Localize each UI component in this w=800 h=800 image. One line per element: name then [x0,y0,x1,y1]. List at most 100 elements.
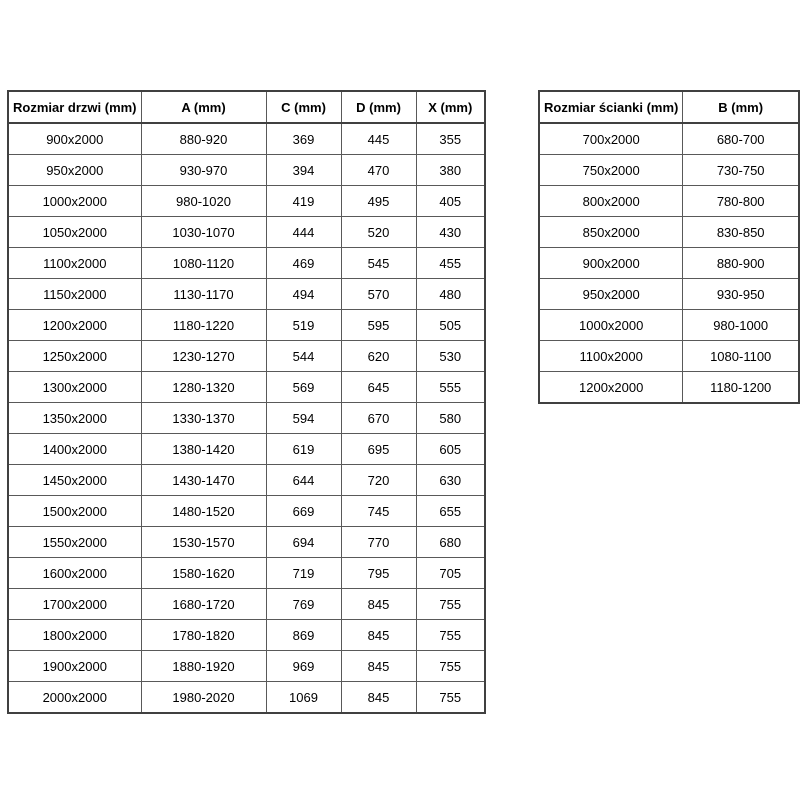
column-header: Rozmiar drzwi (mm) [7,90,142,124]
table-row: 1450x2000 1430-1470 644 720 630 [7,464,486,496]
table-cell: 755 [415,650,486,682]
table-cell: 1600x2000 [7,557,142,589]
table-cell: 850x2000 [538,216,684,248]
table-cell: 445 [340,122,417,155]
header-row: Rozmiar ścianki (mm) B (mm) [538,90,800,124]
table-cell: 930-950 [682,278,800,310]
table-cell: 730-750 [682,154,800,186]
table-cell: 1130-1170 [140,278,267,310]
table-cell: 470 [340,154,417,186]
table-cell: 930-970 [140,154,267,186]
table-cell: 419 [265,185,342,217]
table-cell: 1700x2000 [7,588,142,620]
table-cell: 880-920 [140,122,267,155]
table-cell: 520 [340,216,417,248]
wall-sizes-table-header: Rozmiar ścianki (mm) B (mm) [538,90,800,124]
table-cell: 1480-1520 [140,495,267,527]
table-cell: 1250x2000 [7,340,142,372]
table-cell: 770 [340,526,417,558]
table-cell: 555 [415,371,486,403]
table-cell: 980-1000 [682,309,800,341]
table-cell: 669 [265,495,342,527]
table-cell: 845 [340,650,417,682]
table-row: 1600x2000 1580-1620 719 795 705 [7,557,486,589]
table-cell: 745 [340,495,417,527]
table-cell: 1550x2000 [7,526,142,558]
table-cell: 830-850 [682,216,800,248]
table-cell: 394 [265,154,342,186]
table-cell: 780-800 [682,185,800,217]
table-row: 1300x2000 1280-1320 569 645 555 [7,371,486,403]
table-cell: 644 [265,464,342,496]
table-cell: 655 [415,495,486,527]
table-cell: 1100x2000 [7,247,142,279]
table-cell: 700x2000 [538,122,684,155]
table-cell: 505 [415,309,486,341]
table-row: 1100x2000 1080-1120 469 545 455 [7,247,486,279]
table-cell: 680-700 [682,122,800,155]
table-cell: 595 [340,309,417,341]
table-cell: 569 [265,371,342,403]
table-cell: 969 [265,650,342,682]
table-cell: 455 [415,247,486,279]
table-cell: 1180-1200 [682,371,800,404]
table-cell: 755 [415,588,486,620]
column-header: C (mm) [265,90,342,124]
table-cell: 480 [415,278,486,310]
table-cell: 1000x2000 [538,309,684,341]
table-cell: 1680-1720 [140,588,267,620]
table-cell: 580 [415,402,486,434]
column-header: Rozmiar ścianki (mm) [538,90,684,124]
table-cell: 1200x2000 [7,309,142,341]
table-cell: 405 [415,185,486,217]
table-cell: 1380-1420 [140,433,267,465]
table-row: 750x2000 730-750 [538,154,800,186]
column-header: D (mm) [340,90,417,124]
column-header: A (mm) [140,90,267,124]
table-cell: 1880-1920 [140,650,267,682]
table-cell: 1580-1620 [140,557,267,589]
table-cell: 719 [265,557,342,589]
table-row: 1200x2000 1180-1200 [538,371,800,404]
table-cell: 1200x2000 [538,371,684,404]
table-cell: 900x2000 [538,247,684,279]
table-cell: 369 [265,122,342,155]
table-cell: 1980-2020 [140,681,267,714]
table-cell: 1050x2000 [7,216,142,248]
table-cell: 750x2000 [538,154,684,186]
wall-sizes-table-body: 700x2000 680-700 750x2000 730-750 800x2000 78… [538,122,800,404]
table-row: 1200x2000 1180-1220 519 595 505 [7,309,486,341]
table-cell: 1100x2000 [538,340,684,372]
table-cell: 705 [415,557,486,589]
table-cell: 845 [340,619,417,651]
table-cell: 950x2000 [7,154,142,186]
table-row: 900x2000 880-920 369 445 355 [7,122,486,155]
table-cell: 1430-1470 [140,464,267,496]
table-cell: 1400x2000 [7,433,142,465]
table-row: 1100x2000 1080-1100 [538,340,800,372]
table-cell: 680 [415,526,486,558]
table-cell: 980-1020 [140,185,267,217]
table-cell: 869 [265,619,342,651]
table-cell: 1800x2000 [7,619,142,651]
table-cell: 1180-1220 [140,309,267,341]
table-cell: 720 [340,464,417,496]
table-row: 850x2000 830-850 [538,216,800,248]
table-cell: 670 [340,402,417,434]
table-cell: 1350x2000 [7,402,142,434]
table-cell: 355 [415,122,486,155]
table-cell: 1230-1270 [140,340,267,372]
table-row: 1050x2000 1030-1070 444 520 430 [7,216,486,248]
table-row: 1350x2000 1330-1370 594 670 580 [7,402,486,434]
table-cell: 594 [265,402,342,434]
table-row: 950x2000 930-970 394 470 380 [7,154,486,186]
header-row: Rozmiar drzwi (mm) A (mm) C (mm) D (mm) X (m… [7,90,486,124]
table-cell: 544 [265,340,342,372]
table-cell: 1080-1100 [682,340,800,372]
table-row: 1700x2000 1680-1720 769 845 755 [7,588,486,620]
table-row: 1500x2000 1480-1520 669 745 655 [7,495,486,527]
table-cell: 2000x2000 [7,681,142,714]
table-cell: 530 [415,340,486,372]
table-cell: 845 [340,588,417,620]
